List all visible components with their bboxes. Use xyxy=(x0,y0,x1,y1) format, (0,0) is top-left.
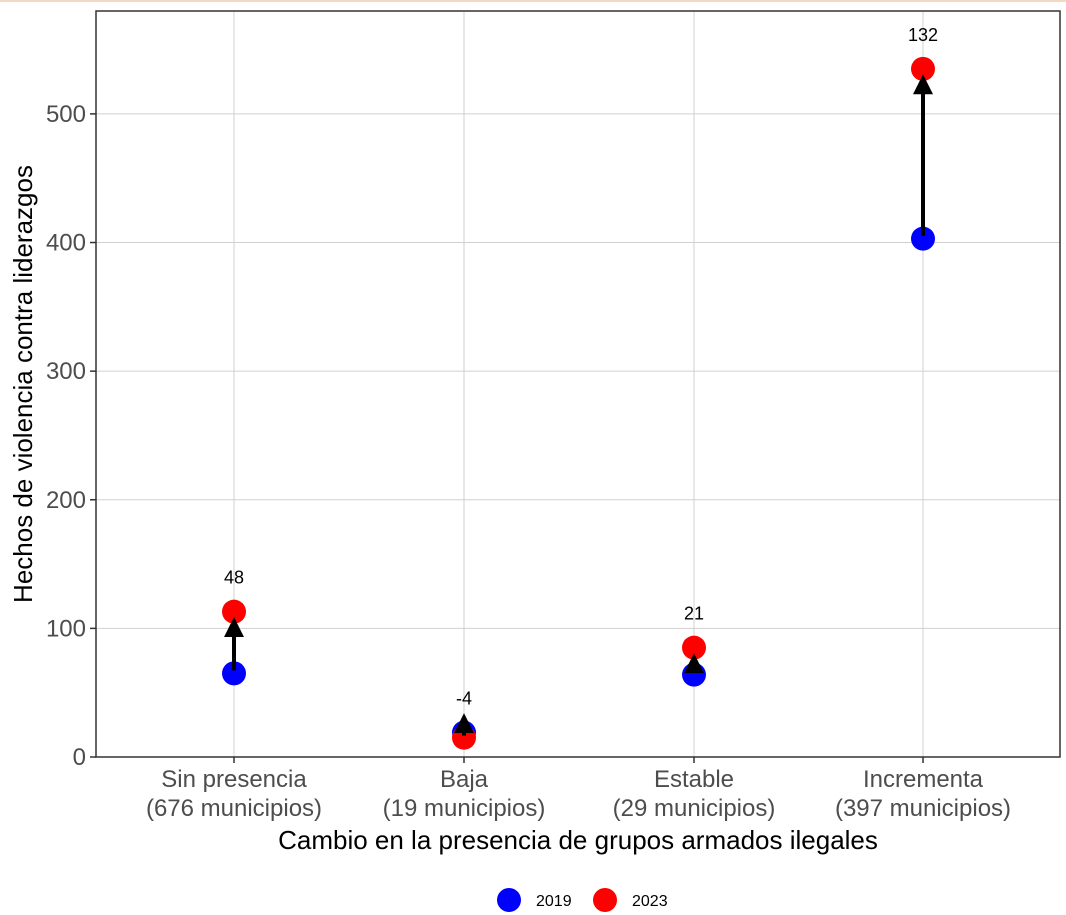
y-axis-title: Hechos de violencia contra liderazgos xyxy=(8,165,38,603)
x-tick-label: Incrementa xyxy=(863,766,984,793)
y-tick-label: 500 xyxy=(46,101,86,128)
point-layer xyxy=(222,56,935,750)
top-stripe xyxy=(0,0,1066,2)
legend-swatch-2019 xyxy=(497,888,521,912)
change-label: 21 xyxy=(684,604,704,624)
point-2023 xyxy=(682,635,706,660)
point-2019 xyxy=(911,226,935,251)
x-axis-title: Cambio en la presencia de grupos armados… xyxy=(278,825,878,855)
x-tick-sublabel: (676 municipios) xyxy=(146,795,322,822)
x-tick-sublabel: (29 municipios) xyxy=(613,795,776,822)
point-2023 xyxy=(222,599,246,624)
change-label: -4 xyxy=(456,689,472,709)
point-2023 xyxy=(911,56,935,81)
x-tick-sublabel: (397 municipios) xyxy=(835,795,1011,822)
x-tick-sublabel: (19 municipios) xyxy=(383,795,546,822)
y-tick-label: 200 xyxy=(46,487,86,514)
change-label: 132 xyxy=(908,25,938,45)
y-tick-label: 300 xyxy=(46,358,86,385)
plot-panel-border xyxy=(95,10,1061,758)
legend: 2019 2023 xyxy=(497,888,668,912)
x-tick-label: Sin presencia xyxy=(161,766,307,793)
legend-swatch-2023 xyxy=(593,888,617,912)
legend-label-2023: 2023 xyxy=(632,893,668,910)
y-tick-label: 400 xyxy=(46,230,86,257)
change-label: 48 xyxy=(224,568,244,588)
label-layer: 48 -4 21 132 xyxy=(224,25,938,736)
y-tick-label: 100 xyxy=(46,615,86,642)
grid-layer xyxy=(96,11,1060,758)
axis-layer: 0 100 200 300 400 500 Sin presencia(676 munici… xyxy=(46,101,1011,822)
legend-label-2019: 2019 xyxy=(536,893,572,910)
x-tick-label: Estable xyxy=(654,766,734,793)
y-tick-label: 0 xyxy=(73,744,86,771)
x-tick-label: Baja xyxy=(440,766,489,793)
point-2019 xyxy=(222,661,246,686)
